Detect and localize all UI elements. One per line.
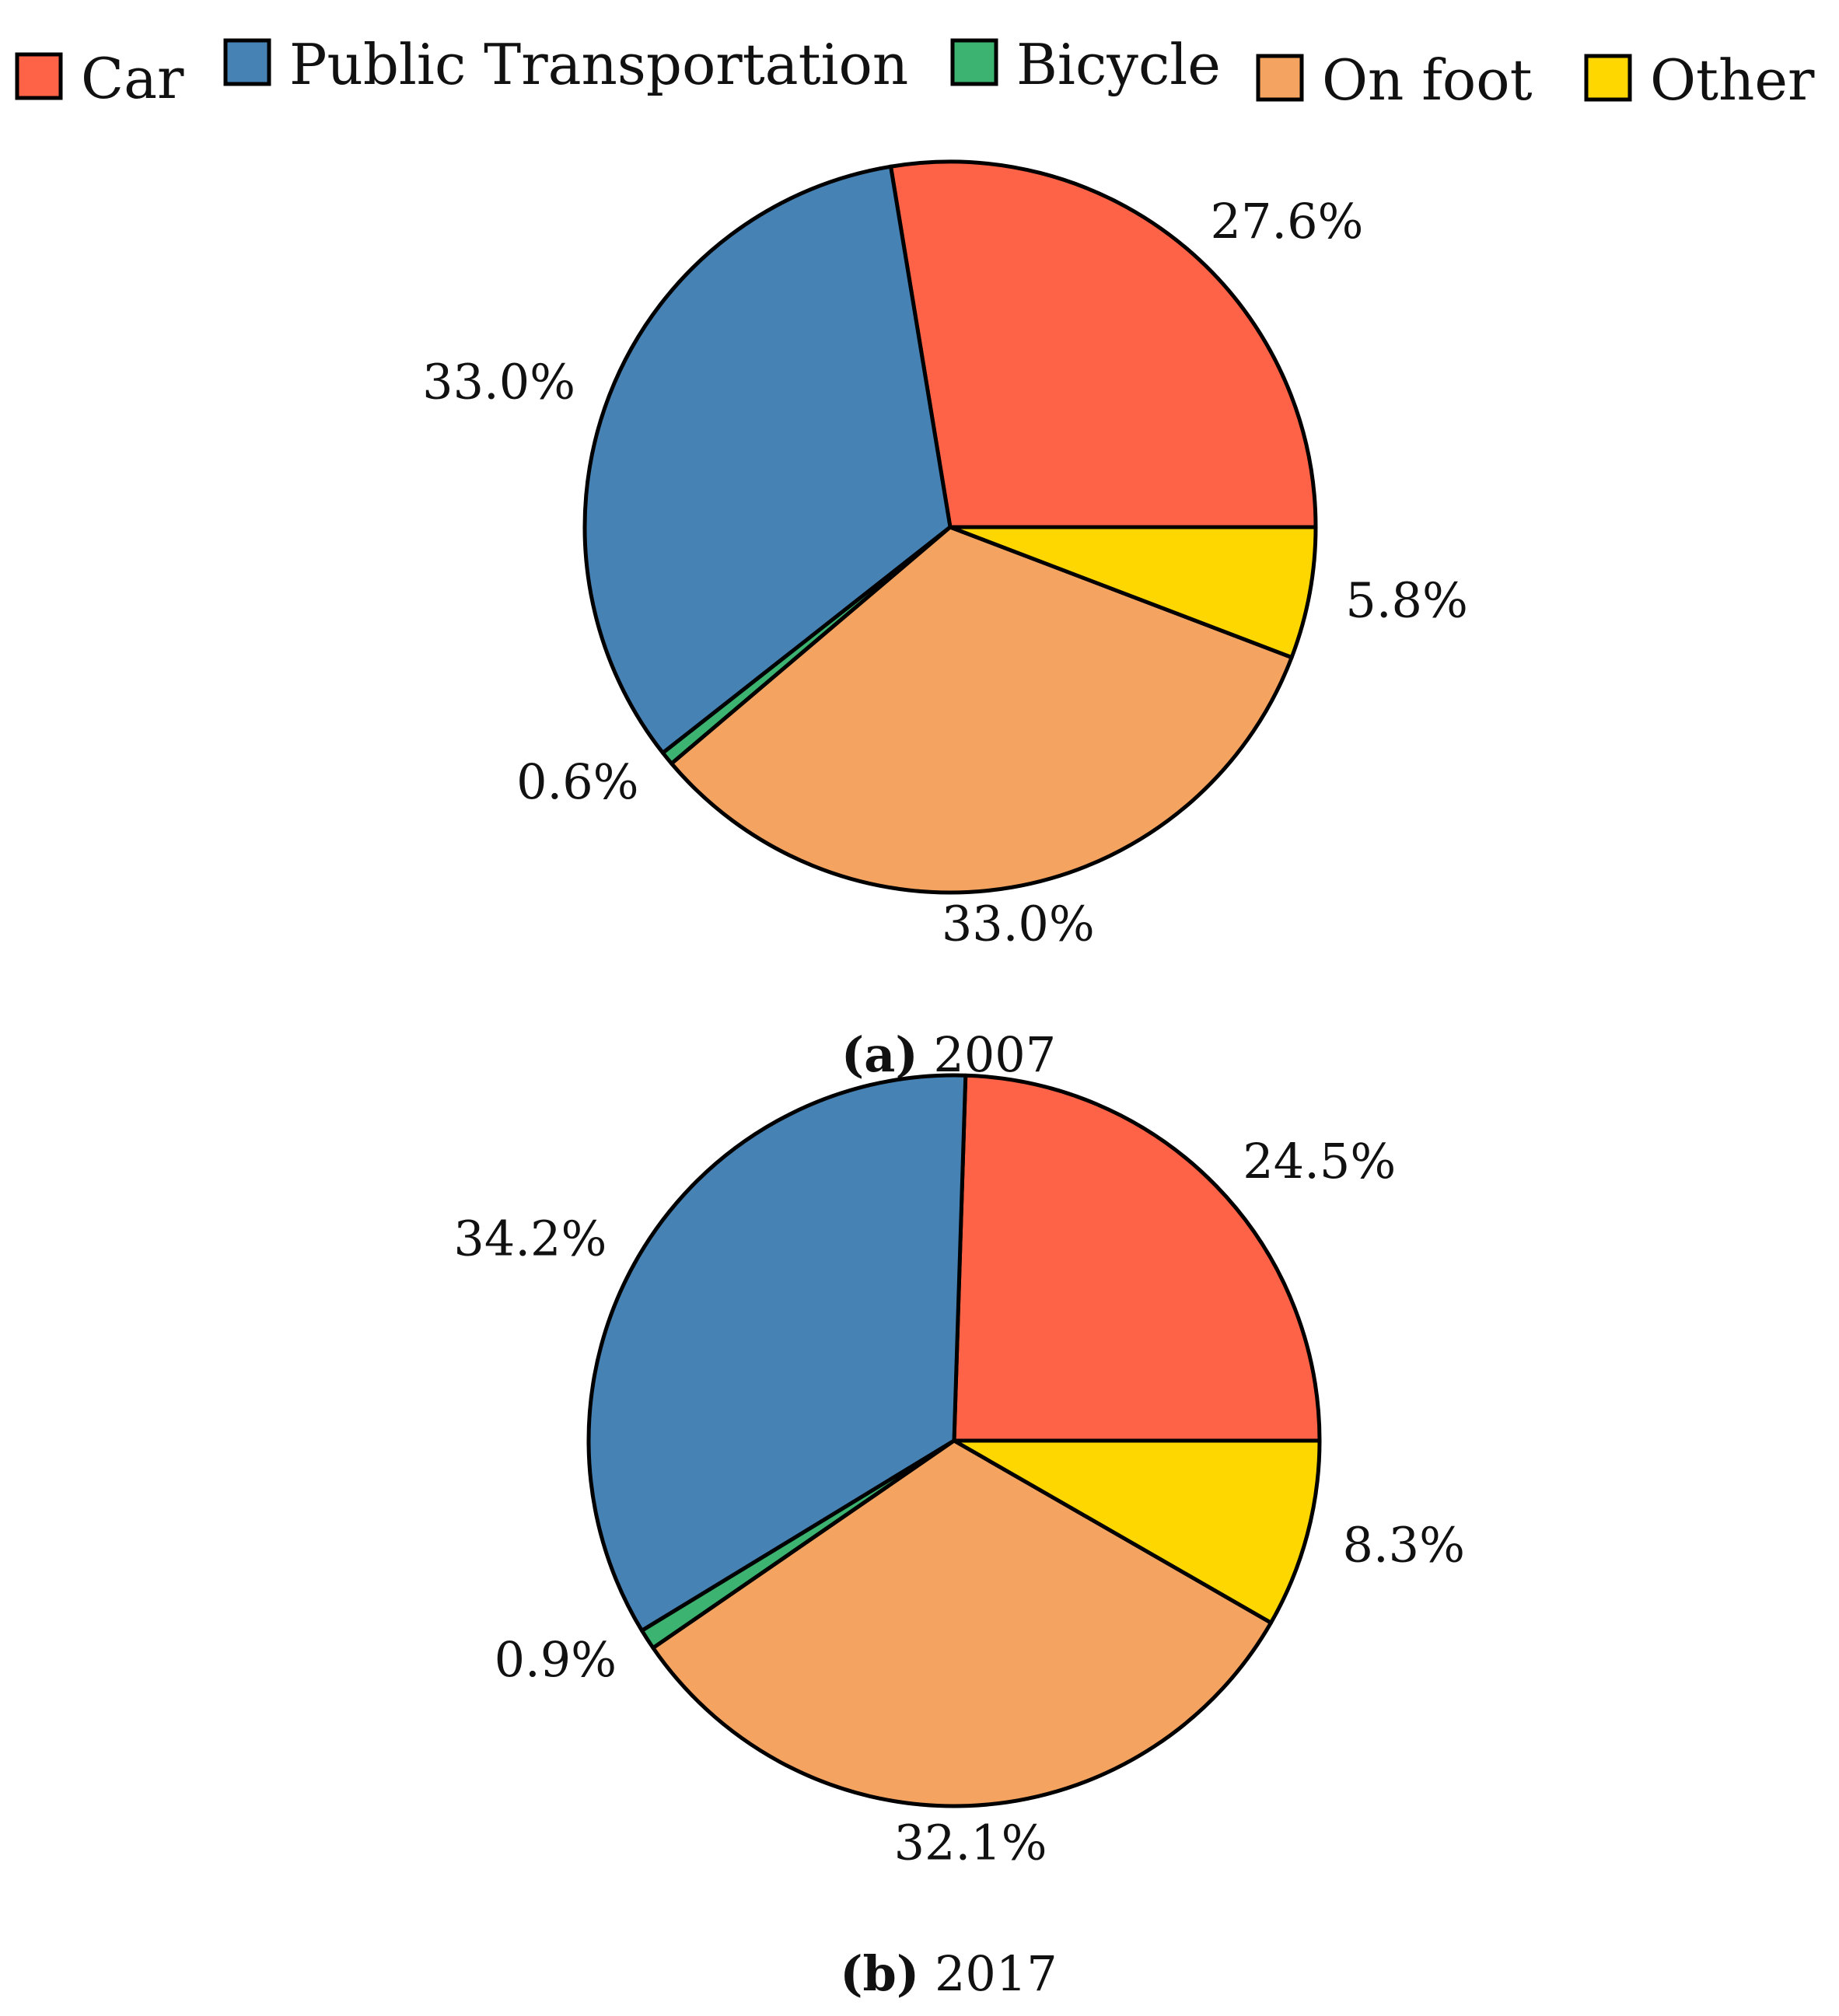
pie-slice-label-other: 8.3% bbox=[1343, 1516, 1466, 1573]
legend-label-public-transportation: Public Transportation bbox=[289, 32, 908, 97]
pie-slice-label-other: 5.8% bbox=[1345, 572, 1468, 629]
pie-slice-on-foot bbox=[670, 525, 1294, 895]
pie-slice-other bbox=[948, 525, 1318, 660]
pie-slice-label-on-foot: 32.1% bbox=[894, 1815, 1047, 1871]
legend-swatch-public-transportation bbox=[223, 38, 271, 86]
legend-label-on-foot: On foot bbox=[1322, 47, 1533, 113]
caption-2017: (b) 2017 bbox=[840, 1945, 1058, 2002]
legend-swatch-bicycle bbox=[950, 38, 998, 86]
legend-item-other: Other bbox=[1584, 47, 1815, 113]
pie-slice-label-on-foot: 33.0% bbox=[942, 896, 1095, 952]
pie-slice-label-public-transportation: 33.0% bbox=[422, 354, 575, 411]
legend-swatch-on-foot bbox=[1256, 54, 1304, 102]
legend-item-bicycle: Bicycle bbox=[950, 32, 1221, 97]
caption-2007-prefix: (a) bbox=[841, 1026, 918, 1083]
caption-2017-year: 2017 bbox=[935, 1945, 1058, 2002]
pie-chart-2007: 27.6% 33.0% 0.6% 33.0% 5.8% bbox=[422, 159, 1468, 952]
legend-item-car: Car bbox=[15, 46, 184, 111]
pie-slice-on-foot bbox=[651, 1438, 1274, 1808]
legend: Car Public Transportation Bicycle On foo… bbox=[15, 32, 1815, 113]
pie-slice-public-transportation bbox=[582, 164, 953, 755]
legend-item-on-foot: On foot bbox=[1256, 47, 1533, 113]
legend-swatch-car bbox=[15, 52, 63, 100]
legend-swatch-other bbox=[1584, 54, 1632, 102]
pie-slice-other bbox=[952, 1438, 1322, 1625]
pie-slice-label-public-transportation: 34.2% bbox=[453, 1211, 607, 1267]
pie-chart-2017: 24.5% 34.2% 0.9% 32.1% 8.3% bbox=[453, 1073, 1466, 1871]
pie-slice-car bbox=[889, 159, 1318, 529]
pie-slice-label-bicycle: 0.6% bbox=[516, 753, 639, 810]
pie-slice-public-transportation bbox=[586, 1073, 968, 1633]
legend-label-car: Car bbox=[81, 46, 184, 111]
pie-slice-label-car: 24.5% bbox=[1243, 1133, 1396, 1190]
legend-label-bicycle: Bicycle bbox=[1016, 32, 1221, 97]
pie-slice-label-car: 27.6% bbox=[1211, 193, 1364, 250]
legend-item-public-transportation: Public Transportation bbox=[223, 32, 908, 97]
pie-slice-car bbox=[952, 1073, 1322, 1443]
caption-2007: (a) 2007 bbox=[841, 1026, 1056, 1083]
caption-2017-prefix: (b) bbox=[840, 1945, 919, 2002]
legend-label-other: Other bbox=[1650, 47, 1815, 113]
pie-slice-label-bicycle: 0.9% bbox=[495, 1631, 617, 1688]
